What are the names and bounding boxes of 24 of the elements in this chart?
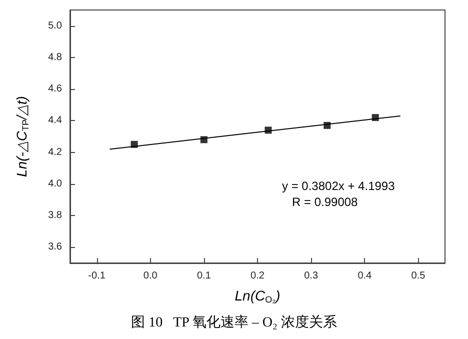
text: 图 10 TP 氧化速率 – O₂ 浓度关系 [131, 314, 337, 330]
annotation: y = 0.3802x + 4.1993 [282, 179, 396, 193]
point [130, 140, 138, 148]
x-tick-label: 0.3 [304, 270, 318, 282]
y-tick-label: 5.0 [48, 20, 62, 32]
y-tick-label: 3.6 [48, 242, 62, 253]
x-tick-label: 0.2 [250, 270, 265, 282]
annotation: R = 0.99008 [292, 195, 358, 209]
x-tick-label: -0.1 [88, 270, 106, 282]
y-axis-title: Ln(-△CTP/△t) [14, 96, 30, 177]
x-tick-label: 0.1 [196, 270, 212, 282]
y-tick-label: 3.8 [48, 210, 62, 222]
point [264, 126, 272, 134]
x-tick-label: 0.4 [358, 270, 372, 282]
x-tick-label: 0.0 [143, 270, 158, 282]
y-tick-label: 4.8 [48, 52, 62, 63]
point [372, 114, 379, 122]
x-tick-label: 0.5 [411, 270, 426, 282]
y-tick-label: 4.4 [48, 115, 62, 126]
point [200, 136, 208, 144]
y-tick-label: 4.0 [48, 178, 62, 190]
point [324, 122, 331, 129]
y-tick-label: 4.6 [48, 84, 62, 95]
y-tick-label: 4.2 [48, 146, 62, 158]
